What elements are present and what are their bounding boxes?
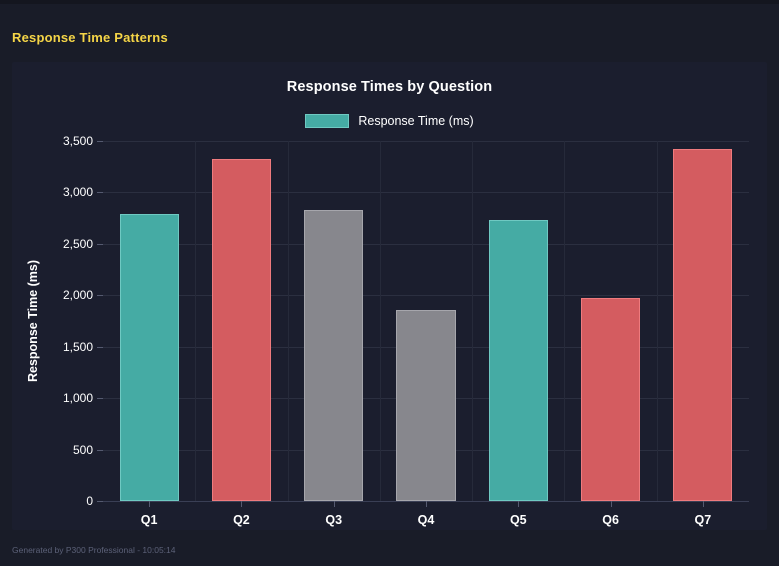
legend-label-response-time: Response Time (ms): [358, 114, 474, 128]
y-gridline: [103, 243, 749, 245]
y-tick-mark: [97, 398, 103, 400]
x-tick-mark: [149, 501, 151, 507]
bar-q5[interactable]: [488, 220, 548, 501]
x-gridline: [287, 141, 289, 501]
page-title: Response Time Patterns: [12, 30, 168, 45]
bar-q7[interactable]: [673, 149, 733, 501]
y-tick-mark: [97, 346, 103, 348]
y-tick-label: 2,500: [62, 236, 93, 251]
x-tick-mark: [518, 501, 520, 507]
y-tick-label: 2,000: [62, 288, 93, 303]
y-gridline: [103, 295, 749, 297]
y-tick-label: 1,000: [62, 391, 93, 406]
x-tick-mark: [333, 501, 335, 507]
chart-legend: Response Time (ms): [12, 114, 767, 128]
y-gridline: [103, 192, 749, 194]
y-tick-label: 500: [72, 442, 93, 457]
x-gridline: [564, 141, 566, 501]
footer-text: Generated by P300 Professional - 10:05:1…: [12, 545, 176, 555]
x-gridline: [656, 141, 658, 501]
x-gridline: [379, 141, 381, 501]
x-tick-label-q7: Q7: [694, 513, 712, 527]
y-tick-mark: [97, 295, 103, 297]
x-tick-label-q2: Q2: [233, 513, 250, 527]
y-tick-mark: [97, 192, 103, 194]
y-axis-label: Response Time (ms): [26, 259, 40, 383]
x-tick-mark: [702, 501, 704, 507]
x-tick-label-q6: Q6: [602, 513, 619, 527]
plot-area: 0 500 1,000 1,500 2,000 2,500 3,000 3,500 Q1 Q2 Q3…: [63, 134, 749, 527]
x-gridline: [472, 141, 474, 501]
y-tick-mark: [97, 501, 103, 502]
y-gridline: [103, 141, 749, 142]
x-tick-label-q5: Q5: [509, 513, 527, 527]
x-tick-mark: [241, 501, 243, 507]
top-strip: [0, 0, 779, 4]
x-tick-label-q3: Q3: [325, 513, 343, 527]
y-tick-label: 0: [86, 494, 93, 508]
bar-q2[interactable]: [211, 159, 271, 501]
bar-q3[interactable]: [304, 210, 364, 501]
x-tick-mark: [426, 501, 427, 507]
y-tick-mark: [97, 449, 103, 451]
bar-q1[interactable]: [119, 214, 179, 501]
x-tick-mark: [610, 501, 612, 507]
legend-swatch-response-time: [305, 114, 350, 128]
y-tick-mark: [97, 243, 103, 245]
y-tick-label: 1,500: [62, 339, 93, 354]
bar-q6[interactable]: [581, 297, 641, 501]
y-tick-mark: [97, 141, 103, 142]
x-tick-label-q4: Q4: [417, 513, 435, 527]
x-tick-label-q1: Q1: [140, 513, 158, 527]
y-tick-label: 3,000: [62, 185, 93, 200]
chart-card: Response Times by Question Response Time…: [12, 62, 767, 530]
x-gridline: [195, 141, 197, 501]
bar-q4[interactable]: [396, 310, 456, 501]
chart-title: Response Times by Question: [286, 79, 493, 95]
y-tick-label: 3,500: [62, 134, 93, 148]
